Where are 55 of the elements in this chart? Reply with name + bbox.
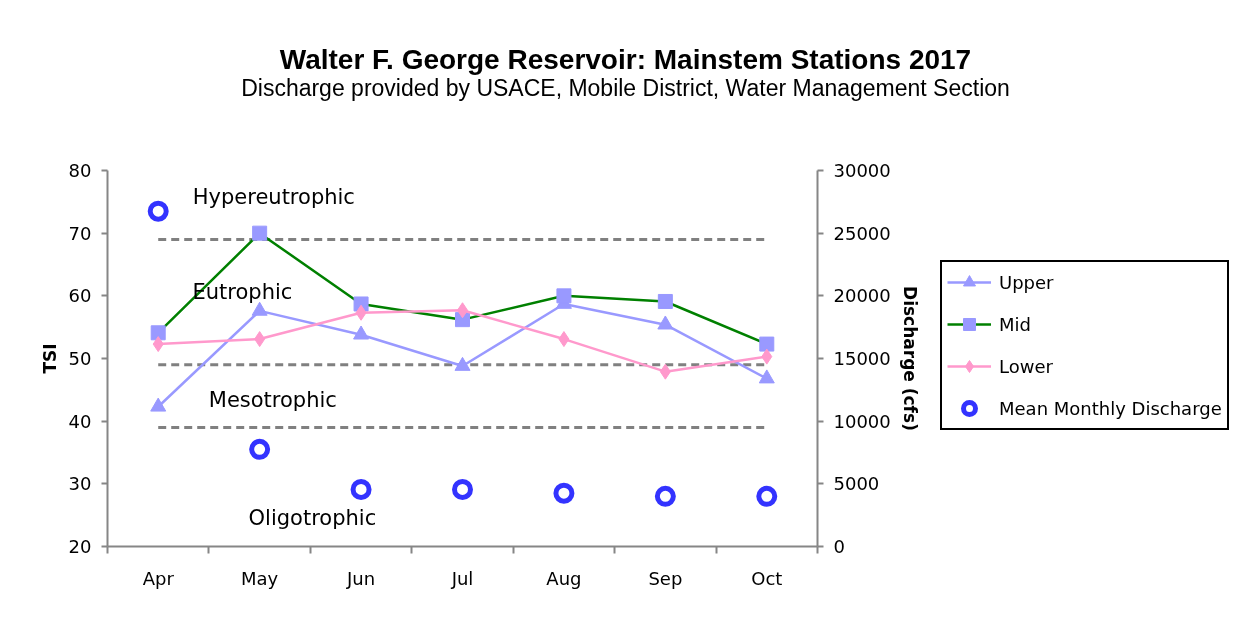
point (659, 363, 671, 380)
y-tick-label: 80 (68, 160, 92, 181)
chart-subtitle: Discharge provided by USACE, Mobile District, Water Management Section (241, 75, 1010, 102)
y2-tick-label: 30000 (833, 160, 891, 181)
legend-label: Lower (999, 355, 1053, 377)
point (350, 478, 372, 500)
x-tick-label: Oct (751, 567, 783, 589)
x-tick-label: Sep (648, 567, 683, 589)
point (657, 293, 673, 309)
point (150, 325, 166, 341)
annotation: Hypereutrophic (192, 185, 355, 210)
point (254, 331, 266, 348)
y2-tick-label: 25000 (833, 222, 891, 244)
point (759, 336, 775, 352)
y2-tick-label: 10000 (833, 410, 891, 432)
chart-title: Walter F. George Reservoir: Mainstem Stations 2017 (279, 44, 972, 75)
annotation: Oligotrophic (248, 505, 377, 530)
legend-label: Mid (999, 313, 1031, 335)
y2-tick-label: 5000 (833, 473, 880, 495)
y-tick-label: 20 (68, 536, 92, 557)
x-tick-label: Apr (142, 567, 175, 589)
point (654, 485, 676, 507)
point (452, 478, 473, 500)
point (657, 315, 674, 330)
point (252, 225, 268, 241)
y2-tick-label: 0 (833, 536, 845, 557)
point (558, 331, 570, 348)
annotation: Mesotrophic (208, 388, 337, 413)
y2-axis-title: Discharge (cfs) (899, 286, 920, 431)
y-tick-label: 60 (68, 285, 92, 307)
x-tick-label: May (241, 567, 279, 589)
x-tick-label: Aug (546, 567, 582, 589)
point (761, 348, 773, 365)
point (249, 438, 271, 460)
y-tick-label: 50 (68, 348, 92, 369)
y-tick-label: 30 (68, 473, 92, 495)
legend-label: Upper (999, 271, 1054, 293)
x-tick-label: Jul (450, 567, 474, 589)
point (756, 485, 778, 507)
point (556, 288, 572, 304)
y2-tick-label: 20000 (833, 285, 891, 307)
point (355, 304, 367, 321)
point (147, 200, 169, 222)
point (150, 397, 167, 412)
point (353, 325, 370, 340)
y-tick-label: 40 (68, 410, 92, 432)
point (553, 482, 575, 504)
y-axis-title: TSI (39, 343, 60, 374)
point (152, 336, 164, 353)
legend-label: Mean Monthly Discharge (999, 397, 1222, 419)
y2-tick-label: 15000 (833, 348, 891, 369)
point (454, 356, 471, 371)
point (758, 369, 775, 384)
y-tick-label: 70 (68, 222, 92, 244)
x-tick-label: Jun (346, 567, 376, 589)
